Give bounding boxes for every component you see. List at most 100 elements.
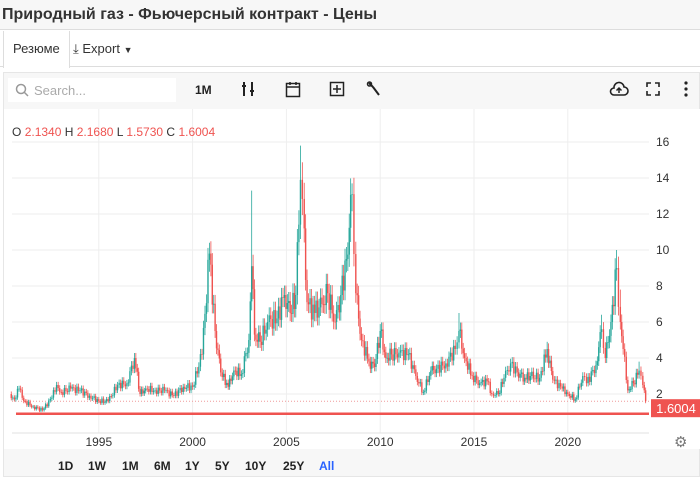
candle-body <box>631 380 633 390</box>
candle-body <box>629 389 632 390</box>
price-chart[interactable]: 2 4 6 8 10 12 14 16 1995 2000 2005 2010 2015 2020 1.60… <box>4 109 700 451</box>
candle-body <box>57 385 59 389</box>
settings-icon[interactable]: ⚙ <box>674 434 687 451</box>
candle-body <box>237 367 240 377</box>
interval-button[interactable]: 1M <box>195 83 212 97</box>
candle-body <box>260 341 263 345</box>
range-all[interactable]: All <box>319 459 335 473</box>
candle-body <box>184 386 186 389</box>
plot-area[interactable]: 2 4 6 8 10 12 14 16 1995 2000 2005 2010 2015 2020 1.60… <box>4 109 700 451</box>
candle-body <box>227 382 229 387</box>
candle-body <box>76 386 78 393</box>
candle-body <box>571 394 574 398</box>
candle-body <box>40 407 42 411</box>
tab-summary[interactable]: Резюме <box>3 31 70 68</box>
candle-body <box>640 370 642 376</box>
wrench-icon[interactable] <box>366 81 382 100</box>
indicators-icon[interactable] <box>241 81 255 100</box>
candle-body <box>385 352 387 358</box>
candle-body <box>562 386 565 389</box>
candle-body <box>559 383 562 387</box>
candle-body <box>506 370 508 371</box>
candle-body <box>160 390 163 393</box>
y-tick-label: 10 <box>656 243 670 257</box>
candle-body <box>561 386 563 389</box>
candle-body <box>325 283 327 306</box>
candle-body <box>522 372 524 382</box>
candle-body <box>607 342 609 343</box>
candle-body <box>214 303 216 331</box>
export-button[interactable]: ⤓ Export ▼ <box>64 31 142 67</box>
candle-body <box>642 375 644 385</box>
candle-body <box>152 390 155 393</box>
candle-body <box>564 386 566 395</box>
candle-body <box>13 397 16 400</box>
calendar-icon[interactable] <box>285 81 301 101</box>
candle-body <box>32 406 34 408</box>
candle-body <box>326 283 329 294</box>
fullscreen-icon[interactable] <box>646 82 660 99</box>
chart-widget: Search... 1M 2 4 6 8 10 12 14 16 1995 2000 2005 201… <box>3 72 700 477</box>
range-1y[interactable]: 1Y <box>185 459 200 473</box>
candle-body <box>600 329 603 333</box>
candle-body <box>99 401 102 403</box>
candle-body <box>233 370 235 377</box>
candle-body <box>494 395 496 396</box>
candle-body <box>431 365 433 371</box>
candle-body <box>489 381 491 393</box>
candle-body <box>462 348 464 354</box>
range-1d[interactable]: 1D <box>58 459 74 473</box>
candle-body <box>335 310 338 322</box>
candle-body <box>55 385 58 392</box>
candle-body <box>38 407 41 411</box>
candle-body <box>101 398 103 403</box>
candle-body <box>458 331 460 343</box>
range-6m[interactable]: 6M <box>154 459 171 473</box>
candle-body <box>349 194 352 228</box>
candle-body <box>249 301 251 340</box>
candle-body <box>347 254 349 259</box>
x-tick-label: 2000 <box>179 435 206 449</box>
range-1m[interactable]: 1M <box>122 459 139 473</box>
candle-body <box>410 353 413 369</box>
cloud-upload-icon[interactable] <box>609 81 629 100</box>
candle-body <box>77 386 80 391</box>
chart-toolbar: Search... 1M <box>4 73 700 109</box>
candle-body <box>322 304 325 305</box>
candle-body <box>484 378 487 387</box>
candle-body <box>619 306 622 322</box>
y-tick-label: 8 <box>656 279 663 293</box>
candle-body <box>288 300 290 304</box>
range-5y[interactable]: 5Y <box>215 459 230 473</box>
candle-body <box>492 394 495 396</box>
candle-body <box>438 364 441 373</box>
range-25y[interactable]: 25Y <box>283 459 305 473</box>
candle-body <box>435 368 438 374</box>
range-10y[interactable]: 10Y <box>245 459 267 473</box>
range-1w[interactable]: 1W <box>88 459 106 473</box>
candle-body <box>242 372 244 375</box>
candle-body <box>526 372 529 380</box>
caret-down-icon: ▼ <box>123 45 133 55</box>
candle-body <box>239 367 241 376</box>
candle-body <box>585 377 588 384</box>
more-options-icon[interactable] <box>684 81 688 100</box>
candle-body <box>127 382 130 384</box>
candle-body <box>555 379 557 381</box>
candle-body <box>541 371 544 372</box>
candle-body <box>529 376 531 381</box>
open-value: 2.1340 <box>24 125 62 139</box>
candle-body <box>504 370 507 378</box>
candle-body <box>16 388 19 398</box>
candle-body <box>516 366 518 373</box>
candle-body <box>231 376 234 381</box>
add-compare-icon[interactable] <box>329 81 345 100</box>
candle-body <box>483 379 485 387</box>
search-input[interactable]: Search... <box>8 78 176 102</box>
candle-body <box>195 371 197 385</box>
candle-body <box>292 292 294 314</box>
candle-body <box>74 387 77 393</box>
candle-body <box>328 293 330 310</box>
x-tick-label: 2010 <box>367 435 394 449</box>
candle-body <box>245 353 247 357</box>
